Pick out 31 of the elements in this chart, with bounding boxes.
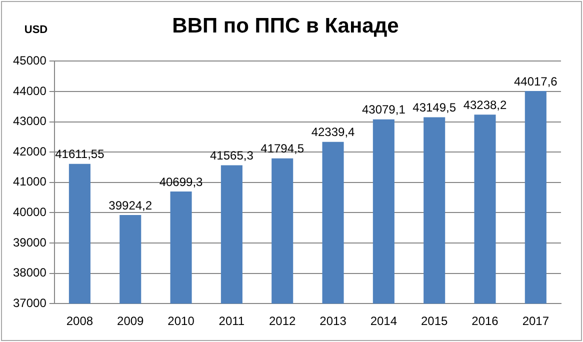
- x-tick-label: 2014: [370, 314, 398, 328]
- y-tick-label: 40000: [12, 205, 47, 220]
- x-tick-label: 2012: [269, 314, 296, 328]
- data-label: 43079,1: [362, 102, 406, 117]
- x-tick-label: 2013: [320, 314, 347, 328]
- data-label: 44017,6: [514, 74, 558, 88]
- x-tick-label: 2008: [66, 314, 94, 328]
- data-label: 41565,3: [210, 148, 254, 163]
- x-tick-label: 2017: [522, 314, 550, 328]
- y-tick-label: 43000: [12, 114, 47, 128]
- x-tick-label: 2009: [117, 314, 144, 328]
- x-tick-label: 2010: [168, 314, 195, 328]
- y-tick-label: 37000: [12, 296, 47, 310]
- y-tick-label: 44000: [12, 84, 47, 98]
- y-tick-label: 38000: [12, 266, 47, 280]
- x-tick-label: 2011: [218, 314, 245, 328]
- data-label: 43238,2: [463, 98, 508, 112]
- data-label: 42339,4: [311, 125, 356, 140]
- x-tick-label: 2015: [420, 314, 448, 328]
- y-tick-label: 39000: [12, 235, 47, 250]
- data-label: 41611,55: [55, 147, 105, 162]
- data-label: 39924,2: [108, 198, 152, 212]
- data-label: 43149,5: [412, 100, 456, 115]
- y-axis-title: USD: [24, 24, 48, 36]
- data-label: 40699,3: [159, 174, 204, 189]
- y-tick-label: 45000: [12, 54, 47, 68]
- data-label: 41794,5: [260, 142, 304, 156]
- y-tick-label: 42000: [12, 144, 47, 158]
- chart-title: ВВП по ППС в Канаде: [172, 14, 399, 38]
- y-tick-label: 41000: [12, 174, 47, 189]
- x-tick-label: 2016: [472, 314, 499, 328]
